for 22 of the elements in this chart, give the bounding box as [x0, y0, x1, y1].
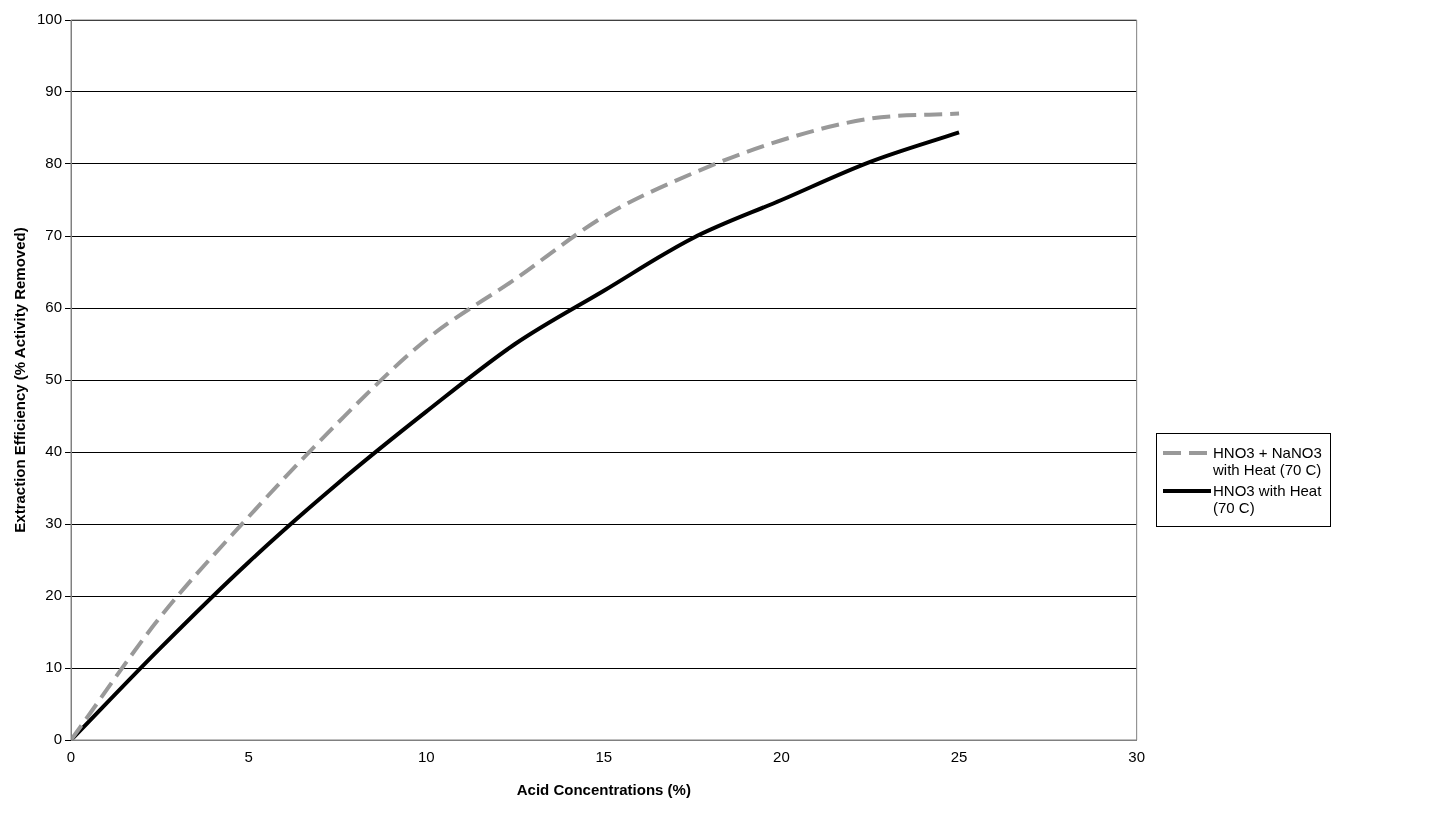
y-tick-label: 30	[45, 514, 63, 532]
x-tick-label: 0	[66, 748, 76, 766]
y-tick-label: 40	[45, 442, 63, 460]
x-tick-label: 15	[595, 748, 613, 766]
y-tick-label: 0	[53, 730, 63, 748]
x-axis-title: Acid Concentrations (%)	[516, 781, 691, 799]
y-tick-label: 100	[37, 10, 63, 28]
x-tick-label: 25	[950, 748, 968, 766]
y-tick-label: 90	[45, 82, 63, 100]
y-tick-label: 20	[45, 586, 63, 604]
y-tick-label: 80	[45, 154, 63, 172]
x-tick-label: 20	[773, 748, 790, 766]
legend-label: HNO3 + NaNO3 with Heat (70 C)	[1213, 444, 1323, 478]
y-tick-label: 50	[45, 370, 63, 388]
y-tick-label: 10	[45, 658, 63, 676]
x-tick-label: 10	[417, 748, 435, 766]
y-tick-label: 70	[45, 226, 63, 244]
y-axis-title: Extraction Efficiency (% Activity Removed)	[11, 227, 29, 533]
legend-label: HNO3 with Heat (70 C)	[1213, 482, 1323, 516]
y-tick-label: 60	[45, 298, 63, 316]
x-tick-label: 30	[1128, 748, 1145, 766]
x-tick-label: 5	[244, 748, 253, 766]
